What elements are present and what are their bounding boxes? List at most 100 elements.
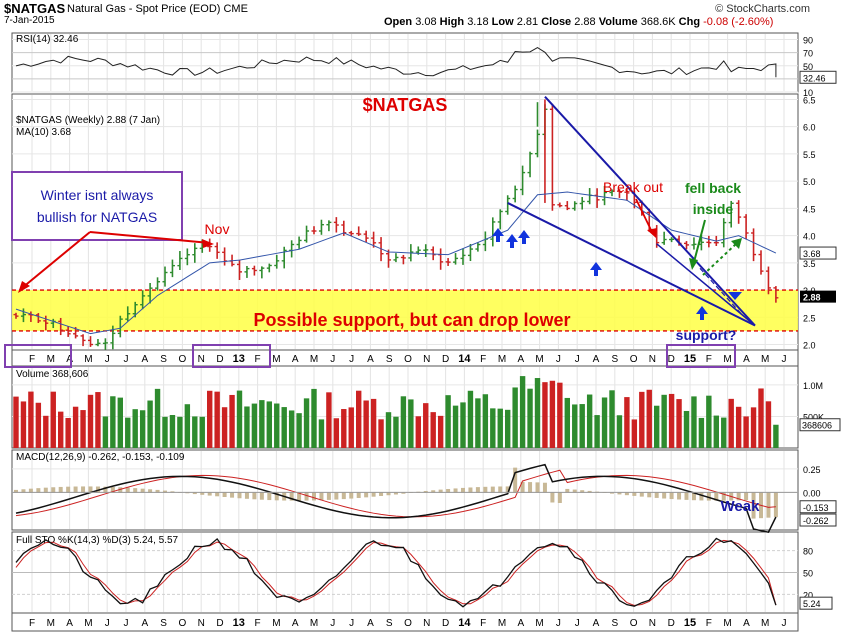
chart-description: Natural Gas - Spot Price (EOD) CME <box>67 3 248 15</box>
volume-bar <box>482 394 489 448</box>
macd-histogram-bar <box>744 492 749 501</box>
x-tick-label: A <box>66 354 73 365</box>
macd-histogram-bar <box>289 492 294 501</box>
x-tick-label: D <box>442 354 449 365</box>
x-tick-label: J <box>349 618 354 629</box>
volume-bar <box>706 395 712 448</box>
open-label: Open <box>384 16 413 28</box>
x-tick-label: S <box>386 618 393 629</box>
volume-bar <box>661 394 667 448</box>
ma10-line <box>15 191 777 335</box>
ma-legend: MA(10) 3.68 <box>16 127 71 138</box>
breakout-arrowhead <box>647 228 657 238</box>
macd-histogram-bar <box>230 492 235 498</box>
x-tick-label: D <box>216 618 223 629</box>
x-tick-label: 14 <box>458 617 471 629</box>
volume-bar <box>490 408 496 448</box>
x-tick-label: O <box>404 354 412 365</box>
volume-bar <box>668 393 675 448</box>
volume-bar <box>102 416 109 448</box>
volume-bar <box>259 400 265 448</box>
macd-histogram-bar <box>215 492 220 497</box>
x-tick-label: A <box>367 618 374 629</box>
high-value: 3.18 <box>467 16 489 28</box>
x-tick-label: A <box>743 618 750 629</box>
x-tick-label: N <box>649 618 656 629</box>
volume-bar <box>356 390 362 448</box>
sto-y-tick: 80 <box>803 547 813 557</box>
macd-histogram-bar <box>304 492 309 501</box>
price-x-axis-strip <box>11 349 799 367</box>
sto-d-line <box>15 539 777 606</box>
volume-bar <box>244 406 250 448</box>
macd-histogram-bar <box>58 486 63 493</box>
x-tick-label: M <box>498 618 506 629</box>
volume-bar <box>542 382 548 448</box>
x-tick-label: M <box>47 618 55 629</box>
volume-bar <box>735 406 742 448</box>
x-tick-label: D <box>216 354 223 365</box>
macd-histogram-bar <box>773 492 778 518</box>
support-trendline <box>656 243 756 327</box>
chart-symbol: $NATGAS <box>4 1 66 16</box>
x-tick-label: N <box>423 354 430 365</box>
volume-bar <box>654 405 660 448</box>
volume-bar <box>288 410 295 448</box>
macd-histogram-bar <box>244 492 249 499</box>
volume-y-tick: 1.0M <box>803 381 823 391</box>
volume-bar <box>609 390 615 448</box>
x-tick-label: 15 <box>684 617 696 629</box>
macd-histogram-bar <box>163 490 167 493</box>
volume-bar <box>117 397 123 448</box>
x-tick-label: 15 <box>684 353 696 365</box>
macd-histogram-bar <box>319 492 324 501</box>
macd-histogram-bar <box>505 486 510 493</box>
volume-bar <box>341 409 347 448</box>
sto-legend: Full STO %K(14,3) %D(3) 5.24, 5.57 <box>16 535 179 546</box>
x-tick-label: F <box>480 618 486 629</box>
x-tick-label: J <box>782 354 787 365</box>
x-tick-label: J <box>575 618 580 629</box>
volume-bar <box>378 419 384 448</box>
macd-histogram-bar <box>148 489 153 493</box>
macd-histogram-bar <box>326 492 331 500</box>
volume-bar <box>326 392 332 448</box>
price-y-tick: 2.0 <box>803 341 816 351</box>
macd-histogram-bar <box>691 492 696 501</box>
winter-arrow-right <box>89 231 211 244</box>
macd-histogram-bar <box>580 490 585 493</box>
volume-bar <box>452 405 459 448</box>
volume-bar <box>303 398 310 448</box>
volume-bar <box>139 410 146 448</box>
x-highlight-box-3 <box>666 344 736 368</box>
volume-bar <box>601 397 608 448</box>
volume-bar <box>221 407 228 448</box>
x-tick-label: J <box>105 354 110 365</box>
x-tick-label: A <box>292 618 299 629</box>
macd-histogram-bar <box>401 492 406 494</box>
volume-bar <box>184 404 191 448</box>
x-tick-label: M <box>761 618 769 629</box>
macd-histogram-bar <box>274 492 279 501</box>
x-tick-label: D <box>668 618 675 629</box>
support-question-annotation: support? <box>676 327 737 343</box>
volume-bar <box>527 388 533 448</box>
macd-signal-label: -0.153 <box>803 503 829 513</box>
x-tick-label: A <box>141 354 148 365</box>
fellback-annotation-line2: inside <box>693 201 734 217</box>
macd-histogram-bar <box>379 492 384 496</box>
macd-histogram-bar <box>498 486 503 493</box>
volume-bar <box>35 402 42 448</box>
macd-histogram-bar <box>267 492 272 501</box>
close-label: Close <box>541 16 572 28</box>
volume-bar <box>147 400 153 448</box>
rsi-legend: RSI(14) 32.46 <box>16 34 79 45</box>
x-tick-label: J <box>556 354 561 365</box>
x-tick-label: S <box>160 354 167 365</box>
macd-histogram-bar <box>51 487 56 493</box>
volume-legend: Volume 368,606 <box>16 369 89 380</box>
winter-note-line2: bullish for NATGAS <box>37 209 157 225</box>
x-tick-label: D <box>442 618 449 629</box>
volume-bar <box>281 407 287 448</box>
